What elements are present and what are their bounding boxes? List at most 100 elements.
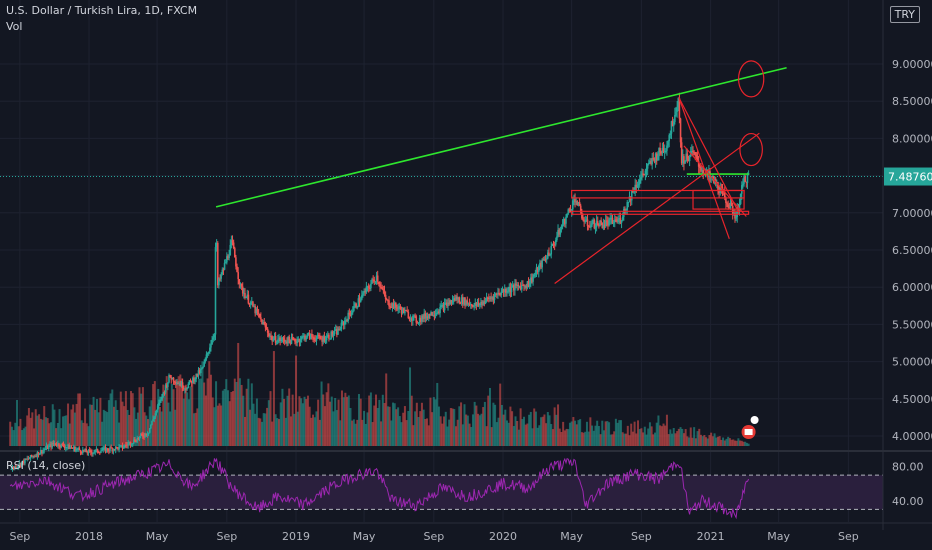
volume-bar bbox=[694, 438, 697, 446]
candle-body bbox=[17, 466, 19, 468]
candle-body bbox=[57, 443, 59, 446]
candle-body bbox=[443, 302, 446, 311]
green-trendline[interactable] bbox=[215, 66, 787, 208]
candle-body bbox=[51, 442, 53, 448]
red-trendline[interactable] bbox=[678, 97, 740, 214]
circle-annotation[interactable] bbox=[737, 60, 765, 98]
candle-body bbox=[16, 467, 18, 469]
candle-body bbox=[30, 455, 33, 457]
candle-body bbox=[402, 308, 405, 314]
candle-body bbox=[75, 449, 77, 452]
candle-body bbox=[556, 236, 558, 241]
candle-body bbox=[432, 315, 435, 317]
circle-annotation[interactable] bbox=[739, 132, 763, 167]
red-trendline[interactable] bbox=[554, 132, 760, 284]
candle-body bbox=[407, 311, 410, 319]
volume-bar bbox=[211, 397, 214, 446]
volume-bar bbox=[659, 425, 662, 446]
candle-body bbox=[404, 310, 406, 314]
candle-body bbox=[494, 293, 497, 295]
volume-bar bbox=[107, 400, 110, 446]
volume-bar bbox=[655, 422, 658, 446]
volume-bar bbox=[531, 428, 534, 446]
candle-body bbox=[523, 284, 525, 287]
candle-body bbox=[125, 445, 127, 447]
candle-body bbox=[483, 301, 486, 304]
candle-body bbox=[64, 447, 67, 449]
rsi-line bbox=[9, 457, 750, 520]
volume-bar bbox=[138, 387, 141, 446]
candle-body bbox=[97, 452, 100, 454]
candle-body bbox=[727, 204, 729, 208]
candle-body bbox=[270, 335, 272, 337]
volume-bar bbox=[101, 421, 104, 446]
candle-body bbox=[206, 353, 209, 355]
candle-body bbox=[199, 368, 202, 374]
volume-bar bbox=[424, 418, 427, 446]
price-tick-label: 4.50000 bbox=[892, 393, 932, 406]
candle-body bbox=[271, 336, 274, 342]
candle-body bbox=[674, 115, 676, 122]
candle-body bbox=[119, 445, 122, 447]
volume-bar bbox=[374, 394, 377, 446]
candle-body bbox=[337, 328, 339, 335]
candle-body bbox=[667, 141, 669, 146]
candle-body bbox=[240, 283, 243, 287]
candle-body bbox=[448, 302, 450, 305]
volume-bar bbox=[288, 388, 291, 446]
candle-body bbox=[616, 220, 618, 222]
volume-bar bbox=[272, 351, 275, 446]
volume-bar bbox=[70, 409, 73, 446]
volume-bar bbox=[400, 422, 403, 446]
volume-bar bbox=[660, 426, 663, 446]
candle-body bbox=[431, 312, 433, 316]
volume-bar bbox=[310, 417, 313, 446]
volume-bar bbox=[356, 419, 359, 446]
volume-bar bbox=[247, 378, 250, 446]
candle-body bbox=[169, 375, 171, 378]
candle-body bbox=[406, 310, 408, 312]
price-axis[interactable]: 9.000008.500008.000007.500007.000006.500… bbox=[882, 0, 932, 530]
volume-bar bbox=[145, 415, 148, 446]
candle-body bbox=[685, 153, 688, 161]
candle-body bbox=[375, 275, 378, 282]
volume-bar bbox=[78, 393, 81, 446]
candle-body bbox=[307, 332, 310, 334]
volume-bar bbox=[27, 407, 30, 446]
drawings[interactable] bbox=[215, 60, 787, 284]
candle-body bbox=[117, 447, 119, 450]
red-zone-box[interactable] bbox=[692, 189, 745, 210]
time-axis[interactable]: Sep 2018 May Sep 2019 May Sep 2020 May Sep 2021 May… bbox=[0, 522, 932, 543]
rsi-tick-label: 40.00 bbox=[892, 495, 924, 508]
volume-bar bbox=[369, 392, 372, 446]
volume-bar bbox=[274, 414, 277, 446]
volume-bar bbox=[198, 378, 201, 446]
volume-bar bbox=[36, 415, 39, 446]
currency-badge[interactable]: TRY bbox=[889, 6, 920, 23]
candle-body bbox=[116, 446, 118, 448]
candle-body bbox=[304, 335, 306, 340]
volume-bar bbox=[330, 396, 333, 446]
candle-body bbox=[221, 269, 224, 275]
volume-bar bbox=[89, 404, 92, 446]
volume-bar bbox=[506, 420, 509, 446]
candle-body bbox=[299, 339, 302, 343]
candle-body bbox=[600, 220, 602, 223]
candle-body bbox=[49, 444, 51, 446]
red-zone-box[interactable] bbox=[571, 210, 750, 215]
candle-body bbox=[126, 445, 128, 447]
volume-bar bbox=[378, 399, 381, 446]
candle-body bbox=[66, 446, 68, 448]
candle-body bbox=[423, 313, 426, 319]
red-trendline[interactable] bbox=[683, 145, 747, 217]
candle-body bbox=[558, 229, 560, 235]
volume-bar bbox=[616, 422, 619, 446]
candle-body bbox=[663, 151, 666, 153]
candle-body bbox=[142, 434, 144, 437]
candle-body bbox=[653, 158, 656, 163]
volume-bar bbox=[87, 426, 90, 446]
candle-body bbox=[151, 420, 153, 425]
volume-bar bbox=[454, 426, 457, 446]
candle-body bbox=[669, 133, 672, 136]
